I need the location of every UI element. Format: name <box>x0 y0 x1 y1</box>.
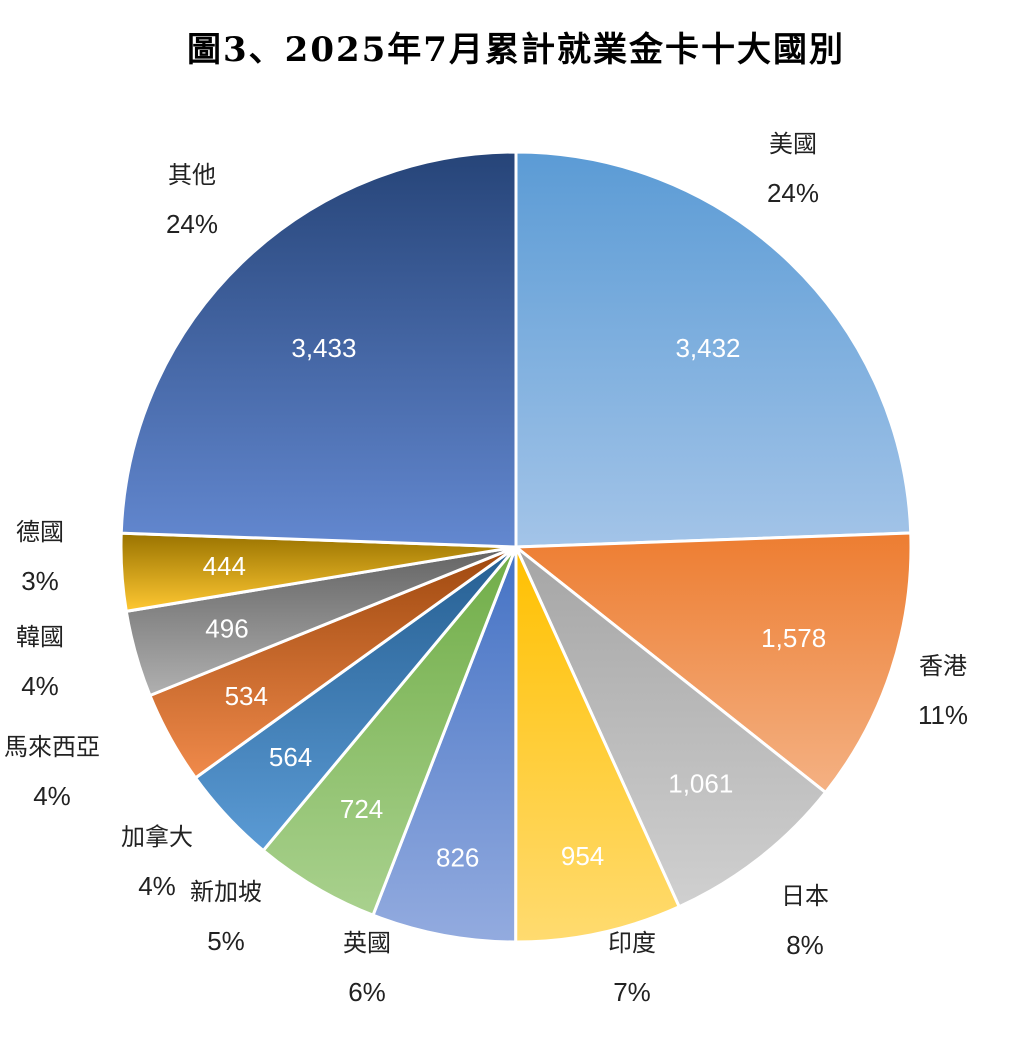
slice-0 <box>514 150 913 549</box>
slice-percent-label: 11% <box>918 700 968 730</box>
slice-percent-label: 6% <box>348 977 386 1007</box>
slice-category-label: 印度 <box>608 929 656 957</box>
slice-4 <box>371 546 518 944</box>
slice-category-label: 韓國 <box>16 623 64 651</box>
slice-category-label: 德國 <box>16 518 64 546</box>
slice-category-label: 馬來西亞 <box>4 733 100 761</box>
slice-1 <box>511 531 913 795</box>
slice-percent-label: 24% <box>166 209 218 239</box>
slice-value-label: 826 <box>436 843 479 873</box>
slice-category-label: 香港 <box>919 652 967 680</box>
slice-category-label: 英國 <box>343 929 391 957</box>
slice-percent-label: 4% <box>21 671 59 701</box>
slice-percent-label: 8% <box>786 930 824 960</box>
slice-category-label: 其他 <box>168 161 216 189</box>
slice-category-label: 加拿大 <box>121 823 193 851</box>
slice-value-label: 954 <box>561 841 604 871</box>
slice-value-label: 564 <box>269 742 312 772</box>
slice-value-label: 3,433 <box>291 333 356 363</box>
slice-percent-label: 5% <box>207 926 245 956</box>
slice-value-label: 3,432 <box>675 333 740 363</box>
slice-category-label: 美國 <box>769 130 817 158</box>
slice-3 <box>514 546 682 944</box>
slice-10 <box>119 150 518 549</box>
slice-category-label: 新加坡 <box>190 878 262 906</box>
slice-category-label: 日本 <box>781 882 829 910</box>
chart-title: 圖3、2025年7月累計就業金卡十大國別 <box>187 30 845 70</box>
slice-percent-label: 4% <box>138 871 176 901</box>
slice-value-label: 1,061 <box>668 769 733 799</box>
slice-percent-label: 24% <box>767 178 819 208</box>
slice-percent-label: 7% <box>613 977 651 1007</box>
slice-value-label: 724 <box>340 794 383 824</box>
slice-value-label: 496 <box>205 613 248 643</box>
slice-value-label: 444 <box>203 551 246 581</box>
slice-value-label: 534 <box>225 681 268 711</box>
slice-2 <box>514 545 828 909</box>
slice-value-label: 1,578 <box>761 623 826 653</box>
slice-percent-label: 3% <box>21 566 59 596</box>
slice-percent-label: 4% <box>33 781 71 811</box>
